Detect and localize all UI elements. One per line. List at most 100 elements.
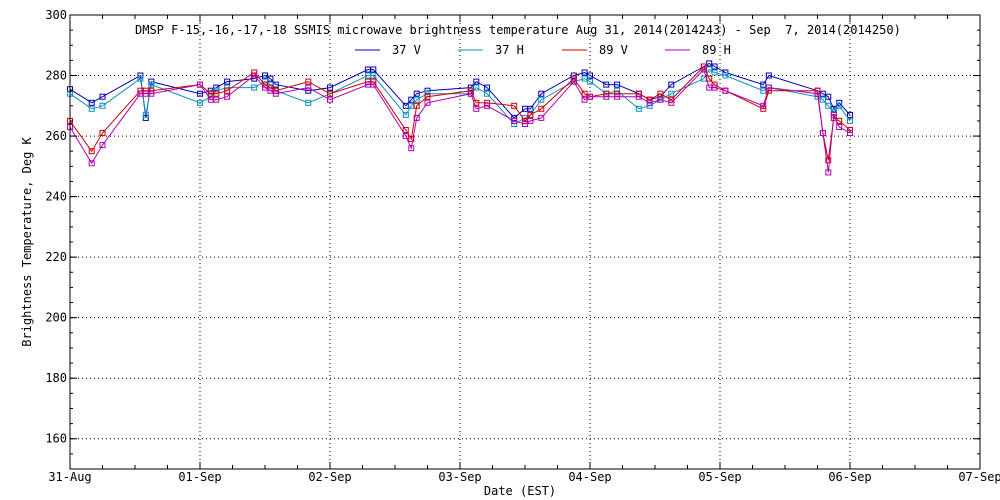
data-point [99, 102, 106, 109]
data-point [700, 66, 707, 73]
data-point [711, 84, 718, 91]
data-point [847, 111, 853, 118]
data-point [668, 81, 675, 88]
data-point [527, 111, 534, 118]
data-point [467, 90, 474, 97]
data-point [538, 96, 545, 103]
x-tick-label: 02-Sep [308, 470, 351, 484]
grid [70, 15, 980, 469]
data-point [484, 84, 491, 91]
data-point [213, 96, 220, 103]
data-point [587, 78, 593, 85]
x-axis-label: Date (EST) [484, 484, 556, 498]
data-point [646, 99, 653, 106]
data-point [305, 87, 312, 94]
data-point [224, 78, 231, 85]
data-point [99, 93, 106, 100]
data-point [527, 117, 534, 124]
data-point [473, 78, 480, 85]
data-point [251, 72, 258, 79]
data-point [402, 111, 409, 118]
data-point [819, 96, 826, 103]
x-tick-label: 06-Sep [828, 470, 871, 484]
data-point [148, 90, 155, 97]
data-point [635, 105, 642, 112]
data-point [424, 93, 431, 100]
data-point [413, 102, 420, 109]
data-point [424, 99, 431, 106]
plot-frame [69, 14, 981, 470]
data-point [197, 90, 203, 97]
y-axis-label: Brightness Temperature, Deg K [20, 136, 34, 346]
data-point [99, 130, 106, 136]
data-point [646, 96, 653, 103]
data-point [614, 81, 621, 88]
data-point [511, 117, 518, 124]
data-point [413, 96, 420, 103]
data-point [473, 84, 480, 91]
legend-label: 89 H [702, 43, 731, 57]
data-point [305, 84, 312, 91]
y-tick-label: 160 [45, 432, 67, 446]
legend: 37 V 37 H 89 V 89 H [355, 43, 731, 57]
data-point [251, 84, 258, 91]
x-tick-label: 03-Sep [438, 470, 481, 484]
data-point [327, 96, 333, 103]
data-point [836, 102, 843, 109]
data-point [722, 72, 729, 79]
data-point [760, 102, 767, 109]
y-tick-label: 240 [45, 190, 67, 204]
data-point [614, 93, 621, 100]
x-tick-label: 07-Sep [958, 470, 1000, 484]
chart-title: DMSP F-15,-16,-17,-18 SSMIS microwave br… [135, 23, 901, 37]
data-point [197, 81, 203, 88]
data-point [224, 93, 231, 100]
data-point [711, 69, 718, 76]
data-point [305, 78, 312, 85]
data-point [825, 102, 832, 109]
legend-label: 37 V [392, 43, 421, 57]
data-point [413, 114, 420, 121]
data-point [370, 66, 377, 73]
data-point [538, 90, 545, 97]
data-point [213, 84, 220, 91]
data-point [668, 99, 675, 106]
data-point [511, 102, 518, 109]
data-point [765, 72, 772, 79]
data-point [668, 90, 675, 97]
data-point [587, 93, 593, 100]
data-point [765, 84, 772, 91]
data-point [224, 87, 231, 94]
y-tick-label: 280 [45, 69, 67, 83]
data-point [88, 160, 95, 167]
data-point [137, 75, 144, 82]
data-point [327, 84, 333, 91]
data-point [836, 124, 843, 130]
data-point [88, 105, 95, 112]
legend-label: 37 H [495, 43, 524, 57]
data-point [484, 102, 491, 109]
data-point [327, 90, 333, 97]
y-tick-label: 260 [45, 129, 67, 143]
data-point [706, 60, 713, 67]
y-tick-label: 220 [45, 250, 67, 264]
data-point [142, 111, 149, 118]
series-line [69, 68, 851, 173]
legend-label: 89 V [599, 43, 628, 57]
data-point [272, 90, 279, 97]
data-point [484, 90, 491, 97]
data-point [88, 99, 95, 106]
data-point [635, 93, 642, 100]
y-tick-label: 180 [45, 371, 67, 385]
data-point [88, 148, 95, 155]
data-point [825, 169, 832, 176]
series-layer [67, 60, 853, 176]
series-line [69, 62, 851, 119]
data-point [570, 78, 577, 85]
data-point [819, 130, 826, 136]
data-point [587, 72, 593, 79]
x-tick-label: 31-Aug [48, 470, 91, 484]
data-point [603, 81, 610, 88]
data-point [511, 121, 518, 127]
